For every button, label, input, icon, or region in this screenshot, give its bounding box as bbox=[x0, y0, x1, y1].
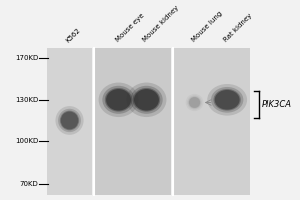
Ellipse shape bbox=[215, 90, 240, 110]
Bar bbox=[94, 48, 171, 195]
Ellipse shape bbox=[102, 86, 135, 114]
Ellipse shape bbox=[99, 83, 139, 117]
Ellipse shape bbox=[130, 86, 163, 114]
Ellipse shape bbox=[133, 88, 160, 112]
Ellipse shape bbox=[188, 97, 201, 108]
Ellipse shape bbox=[60, 111, 79, 130]
Ellipse shape bbox=[186, 94, 203, 111]
Ellipse shape bbox=[207, 84, 247, 116]
Text: K562: K562 bbox=[65, 26, 82, 43]
Text: PIK3CA: PIK3CA bbox=[262, 100, 292, 109]
Text: 170KD: 170KD bbox=[15, 55, 38, 61]
Text: Mouse eye: Mouse eye bbox=[114, 12, 145, 43]
Ellipse shape bbox=[211, 87, 243, 113]
Ellipse shape bbox=[56, 106, 84, 135]
Ellipse shape bbox=[214, 89, 241, 111]
Ellipse shape bbox=[61, 111, 78, 129]
Ellipse shape bbox=[58, 109, 81, 132]
Ellipse shape bbox=[189, 97, 200, 108]
Ellipse shape bbox=[187, 95, 202, 110]
Ellipse shape bbox=[127, 83, 166, 117]
Bar bbox=[47, 48, 92, 195]
Text: Rat kidney: Rat kidney bbox=[223, 13, 254, 43]
Text: Mouse kidney: Mouse kidney bbox=[142, 5, 181, 43]
Ellipse shape bbox=[134, 89, 159, 111]
Text: 130KD: 130KD bbox=[15, 97, 38, 103]
Bar bbox=[173, 48, 250, 195]
Text: Mouse lung: Mouse lung bbox=[190, 11, 223, 43]
Text: 70KD: 70KD bbox=[19, 181, 38, 187]
Ellipse shape bbox=[105, 88, 132, 112]
Ellipse shape bbox=[106, 89, 131, 111]
Text: 100KD: 100KD bbox=[15, 138, 38, 144]
